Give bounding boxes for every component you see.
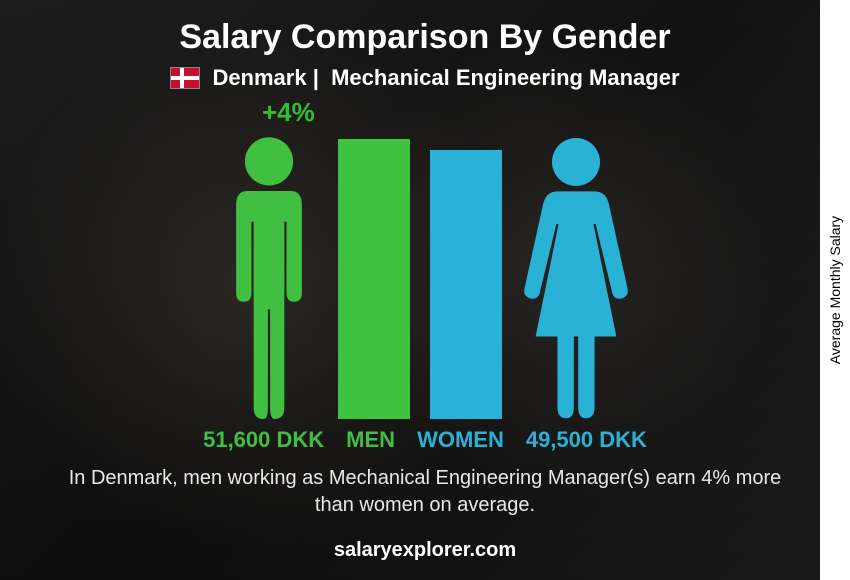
footer-text: salaryexplorer.com <box>334 539 516 562</box>
country-name: Denmark <box>212 65 306 90</box>
women-salary: 49,500 DKK <box>526 427 647 453</box>
description-text: In Denmark, men working as Mechanical En… <box>0 465 850 519</box>
woman-icon <box>516 134 636 419</box>
subtitle-row: Denmark | Mechanical Engineering Manager <box>170 65 679 91</box>
role-name: Mechanical Engineering Manager <box>331 65 679 90</box>
men-salary: 51,600 DKK <box>203 427 324 453</box>
difference-label: +4% <box>262 97 315 128</box>
men-group <box>214 134 410 419</box>
men-label: MEN <box>346 427 395 453</box>
women-bar <box>430 150 502 419</box>
subtitle-separator: | <box>313 65 319 90</box>
women-group <box>430 134 636 419</box>
page-title: Salary Comparison By Gender <box>179 18 670 57</box>
women-label: WOMEN <box>417 427 504 453</box>
subtitle-text: Denmark | Mechanical Engineering Manager <box>212 65 679 91</box>
men-bar <box>338 139 410 419</box>
chart-area: +4% <box>0 97 850 419</box>
man-icon <box>214 134 324 419</box>
axis-label: Average Monthly Salary <box>827 216 843 364</box>
denmark-flag-icon <box>170 67 200 89</box>
axis-strip: Average Monthly Salary <box>820 0 850 580</box>
content-container: Salary Comparison By Gender Denmark | Me… <box>0 0 850 580</box>
labels-row: 51,600 DKK MEN WOMEN 49,500 DKK <box>0 427 850 453</box>
